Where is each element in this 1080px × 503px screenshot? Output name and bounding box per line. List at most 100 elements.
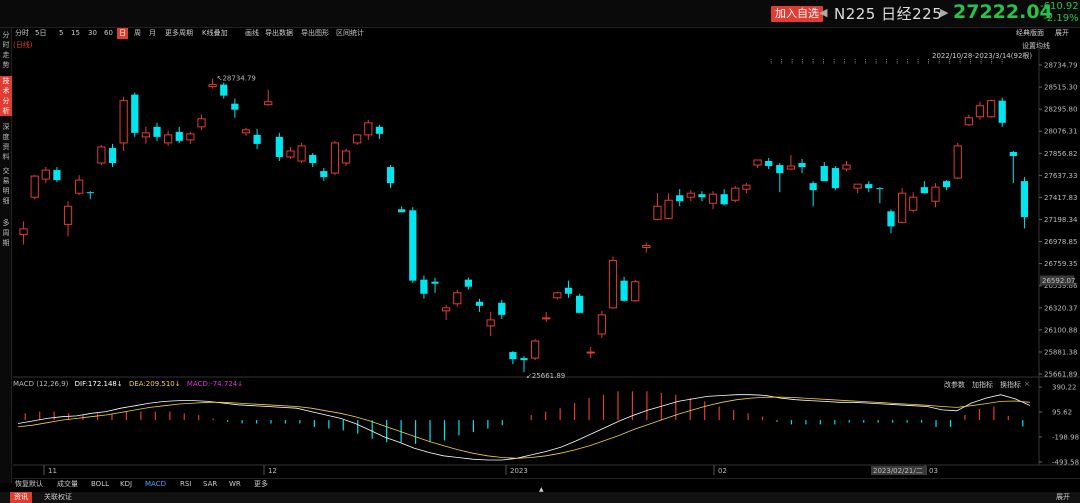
caret-left-icon[interactable]: ◀ [819, 6, 828, 19]
tab-warrants[interactable]: 关联权证 [44, 493, 72, 501]
candle-body [231, 103, 239, 110]
candle-body [631, 281, 640, 302]
tab-wr[interactable]: WR [229, 480, 241, 488]
candle-body [97, 146, 106, 164]
nav-intraday[interactable]: 分时走势 [0, 30, 12, 70]
symbol-title: N225 日经225 [834, 3, 942, 24]
price-tick-label: 28515.30 [1044, 84, 1077, 92]
candle-body [208, 84, 217, 88]
tab-sar[interactable]: SAR [203, 480, 218, 488]
caret-right-icon[interactable]: ▶ [940, 6, 949, 19]
tab-reset-default[interactable]: 恢复默认 [15, 480, 43, 488]
tab-news[interactable]: 资讯 [10, 492, 32, 503]
nav-trades[interactable]: 交易明细 [0, 166, 12, 206]
tab-5day[interactable]: 5日 [35, 29, 47, 37]
event-marker-icon: ⁝ [802, 58, 804, 66]
nav-label: 深度资料 [2, 123, 10, 161]
nav-technical[interactable]: 技术分析 [0, 76, 12, 116]
candle-body [953, 145, 962, 179]
collapse-arrow-icon[interactable]: ▲ [539, 486, 544, 493]
candle-body [676, 195, 684, 202]
event-marker-icon: ⁝ [833, 58, 835, 66]
footer-tabs: 资讯 关联权证 展开 [0, 492, 1080, 503]
candle-body [86, 192, 94, 194]
candle-body [297, 145, 306, 162]
candle-body [431, 281, 439, 284]
candle-body [531, 340, 540, 359]
tab-rsi[interactable]: RSI [180, 480, 192, 488]
event-marker-icon: ⁝ [938, 58, 940, 66]
candle-body [119, 100, 128, 144]
classic-layout-link[interactable]: 经典版面 [1016, 29, 1044, 37]
macd-tick-label: -198.98 [1052, 434, 1079, 442]
candle-body [241, 129, 251, 134]
draw-line-button[interactable]: 画线 [245, 29, 259, 37]
export-data-button[interactable]: 导出数据 [265, 29, 293, 37]
candle-body [820, 166, 828, 182]
tab-kdj[interactable]: KDJ [120, 480, 133, 488]
tab-volume[interactable]: 成交量 [57, 480, 78, 488]
indicator-tabs: 恢复默认 成交量 BOLL KDJ MACD RSI SAR WR 更多 [13, 478, 1080, 489]
tab-macd[interactable]: MACD [145, 480, 166, 488]
candle-body [809, 183, 817, 191]
price-tick-label: 26539.86 [1044, 282, 1078, 290]
kline-chart[interactable]: ↖28734.79 ↙25661.89 ⁝ ⁝ ⁝ ⁝ ⁝ ⁝ ⁝ ⁝ ⁝ ⁝ ⁝ ⁝ ⁝ ⁝ ⁝ ⁝ ⁝ ⁝ ⁝ ⁝ ⁝ ⁝… [0, 0, 1080, 492]
tab-30min[interactable]: 30 [88, 29, 97, 37]
event-marker-icon: ⁝ [959, 58, 961, 66]
tab-daily[interactable]: 日 [117, 28, 128, 39]
tab-weekly[interactable]: 周 [134, 29, 141, 37]
nav-multi-period[interactable]: 多周期 [0, 218, 12, 250]
event-marker-icon: ⁝ [970, 58, 972, 66]
high-marker: ↖28734.79 [217, 75, 256, 83]
last-price: 27222.04 [953, 1, 1053, 23]
tab-intraday[interactable]: 分时 [15, 29, 29, 37]
expand-footer-link[interactable]: 展开 [1056, 493, 1070, 501]
chart-grid [13, 40, 1080, 466]
switch-indicator-link[interactable]: 换指标 [1000, 381, 1021, 389]
close-icon[interactable]: × [1024, 380, 1030, 388]
add-indicator-link[interactable]: 加指标 [972, 381, 993, 389]
more-periods-button[interactable]: 更多周期 [165, 29, 193, 37]
event-marker-icon: ⁝ [865, 58, 867, 66]
candle-body [664, 199, 673, 219]
tab-60min[interactable]: 60 [104, 29, 113, 37]
tab-15min[interactable]: 15 [71, 29, 80, 37]
ma-settings-link[interactable]: 设置均线 [1022, 42, 1050, 50]
candle-body [831, 168, 839, 189]
candle-body [220, 84, 228, 96]
candle-body [286, 150, 295, 158]
range-stats-button[interactable]: 区间统计 [336, 29, 364, 37]
tab-boll[interactable]: BOLL [91, 480, 109, 488]
nav-label: 交易明细 [2, 167, 10, 205]
export-chart-button[interactable]: 导出图形 [301, 29, 329, 37]
time-tick-label: 03 [929, 467, 938, 475]
add-to-watchlist-button[interactable]: 加入自选 [771, 6, 823, 22]
nav-label: 多周期 [2, 219, 10, 247]
candle-body [253, 134, 261, 144]
cursor-date-label: 2023/02/21/二 [873, 467, 923, 475]
candle-body [330, 142, 340, 174]
kline-overlay-button[interactable]: K线叠加 [202, 29, 228, 37]
tab-5min[interactable]: 5 [59, 29, 64, 37]
candle-body [341, 150, 351, 164]
candle-body [742, 184, 751, 190]
candle-body [442, 307, 451, 312]
price-tick-label: 26320.37 [1044, 304, 1077, 312]
macd-tick-label: 390.22 [1052, 384, 1077, 392]
price-tick-label: 28295.80 [1044, 106, 1077, 114]
candle-body [720, 194, 728, 205]
tab-more[interactable]: 更多 [254, 480, 268, 488]
tab-monthly[interactable]: 月 [149, 29, 156, 37]
expand-link[interactable]: 展开 [1055, 29, 1069, 37]
candle-body [931, 186, 940, 202]
candle-body [475, 301, 484, 306]
change-params-link[interactable]: 改参数 [944, 381, 965, 389]
price-tick-label: 27637.33 [1044, 172, 1077, 180]
macd-series: 390.22 95.62 -198.98 -493.58 [17, 384, 1079, 467]
candle-body [842, 164, 851, 170]
nav-profile[interactable]: 深度资料 [0, 122, 12, 162]
event-marker-icon: ⁝ [854, 58, 856, 66]
event-marker-icon: ⁝ [980, 58, 982, 66]
change-value: -610.92 [1040, 1, 1079, 12]
candle-body [141, 132, 151, 138]
